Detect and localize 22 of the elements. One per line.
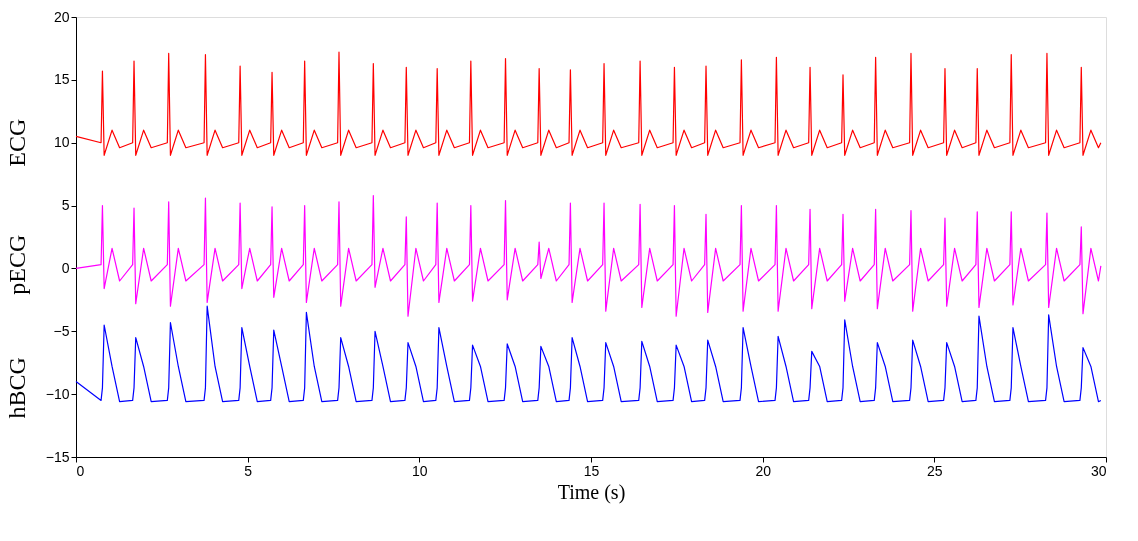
- x-tick-label: 5: [244, 462, 253, 479]
- y-tick-label: 5: [61, 197, 70, 214]
- x-tick-label: 0: [76, 462, 85, 479]
- text: ECG: [4, 118, 30, 167]
- x-tick-label: 10: [412, 462, 428, 479]
- x-tick-label: 15: [583, 462, 600, 479]
- text: hBCG: [4, 357, 30, 419]
- y-tick-label: 15: [53, 71, 70, 88]
- line-series: [75, 51, 1102, 156]
- line-series: [75, 305, 1102, 403]
- y-tick-label: −5: [53, 322, 70, 339]
- y-tick-label: 10: [53, 134, 70, 151]
- y-tick-label: −10: [45, 385, 70, 402]
- x-tick-label: 30: [1090, 462, 1107, 479]
- x-axis-title: Time (s): [557, 480, 626, 504]
- y-tick-label: 20: [53, 8, 70, 25]
- line-series: [75, 194, 1102, 317]
- y-tick-label: −15: [45, 448, 70, 465]
- x-tick-label: 20: [755, 462, 772, 479]
- x-tick-label: 25: [927, 462, 943, 479]
- text: pECG: [4, 234, 30, 295]
- y-tick-label: 0: [61, 259, 70, 276]
